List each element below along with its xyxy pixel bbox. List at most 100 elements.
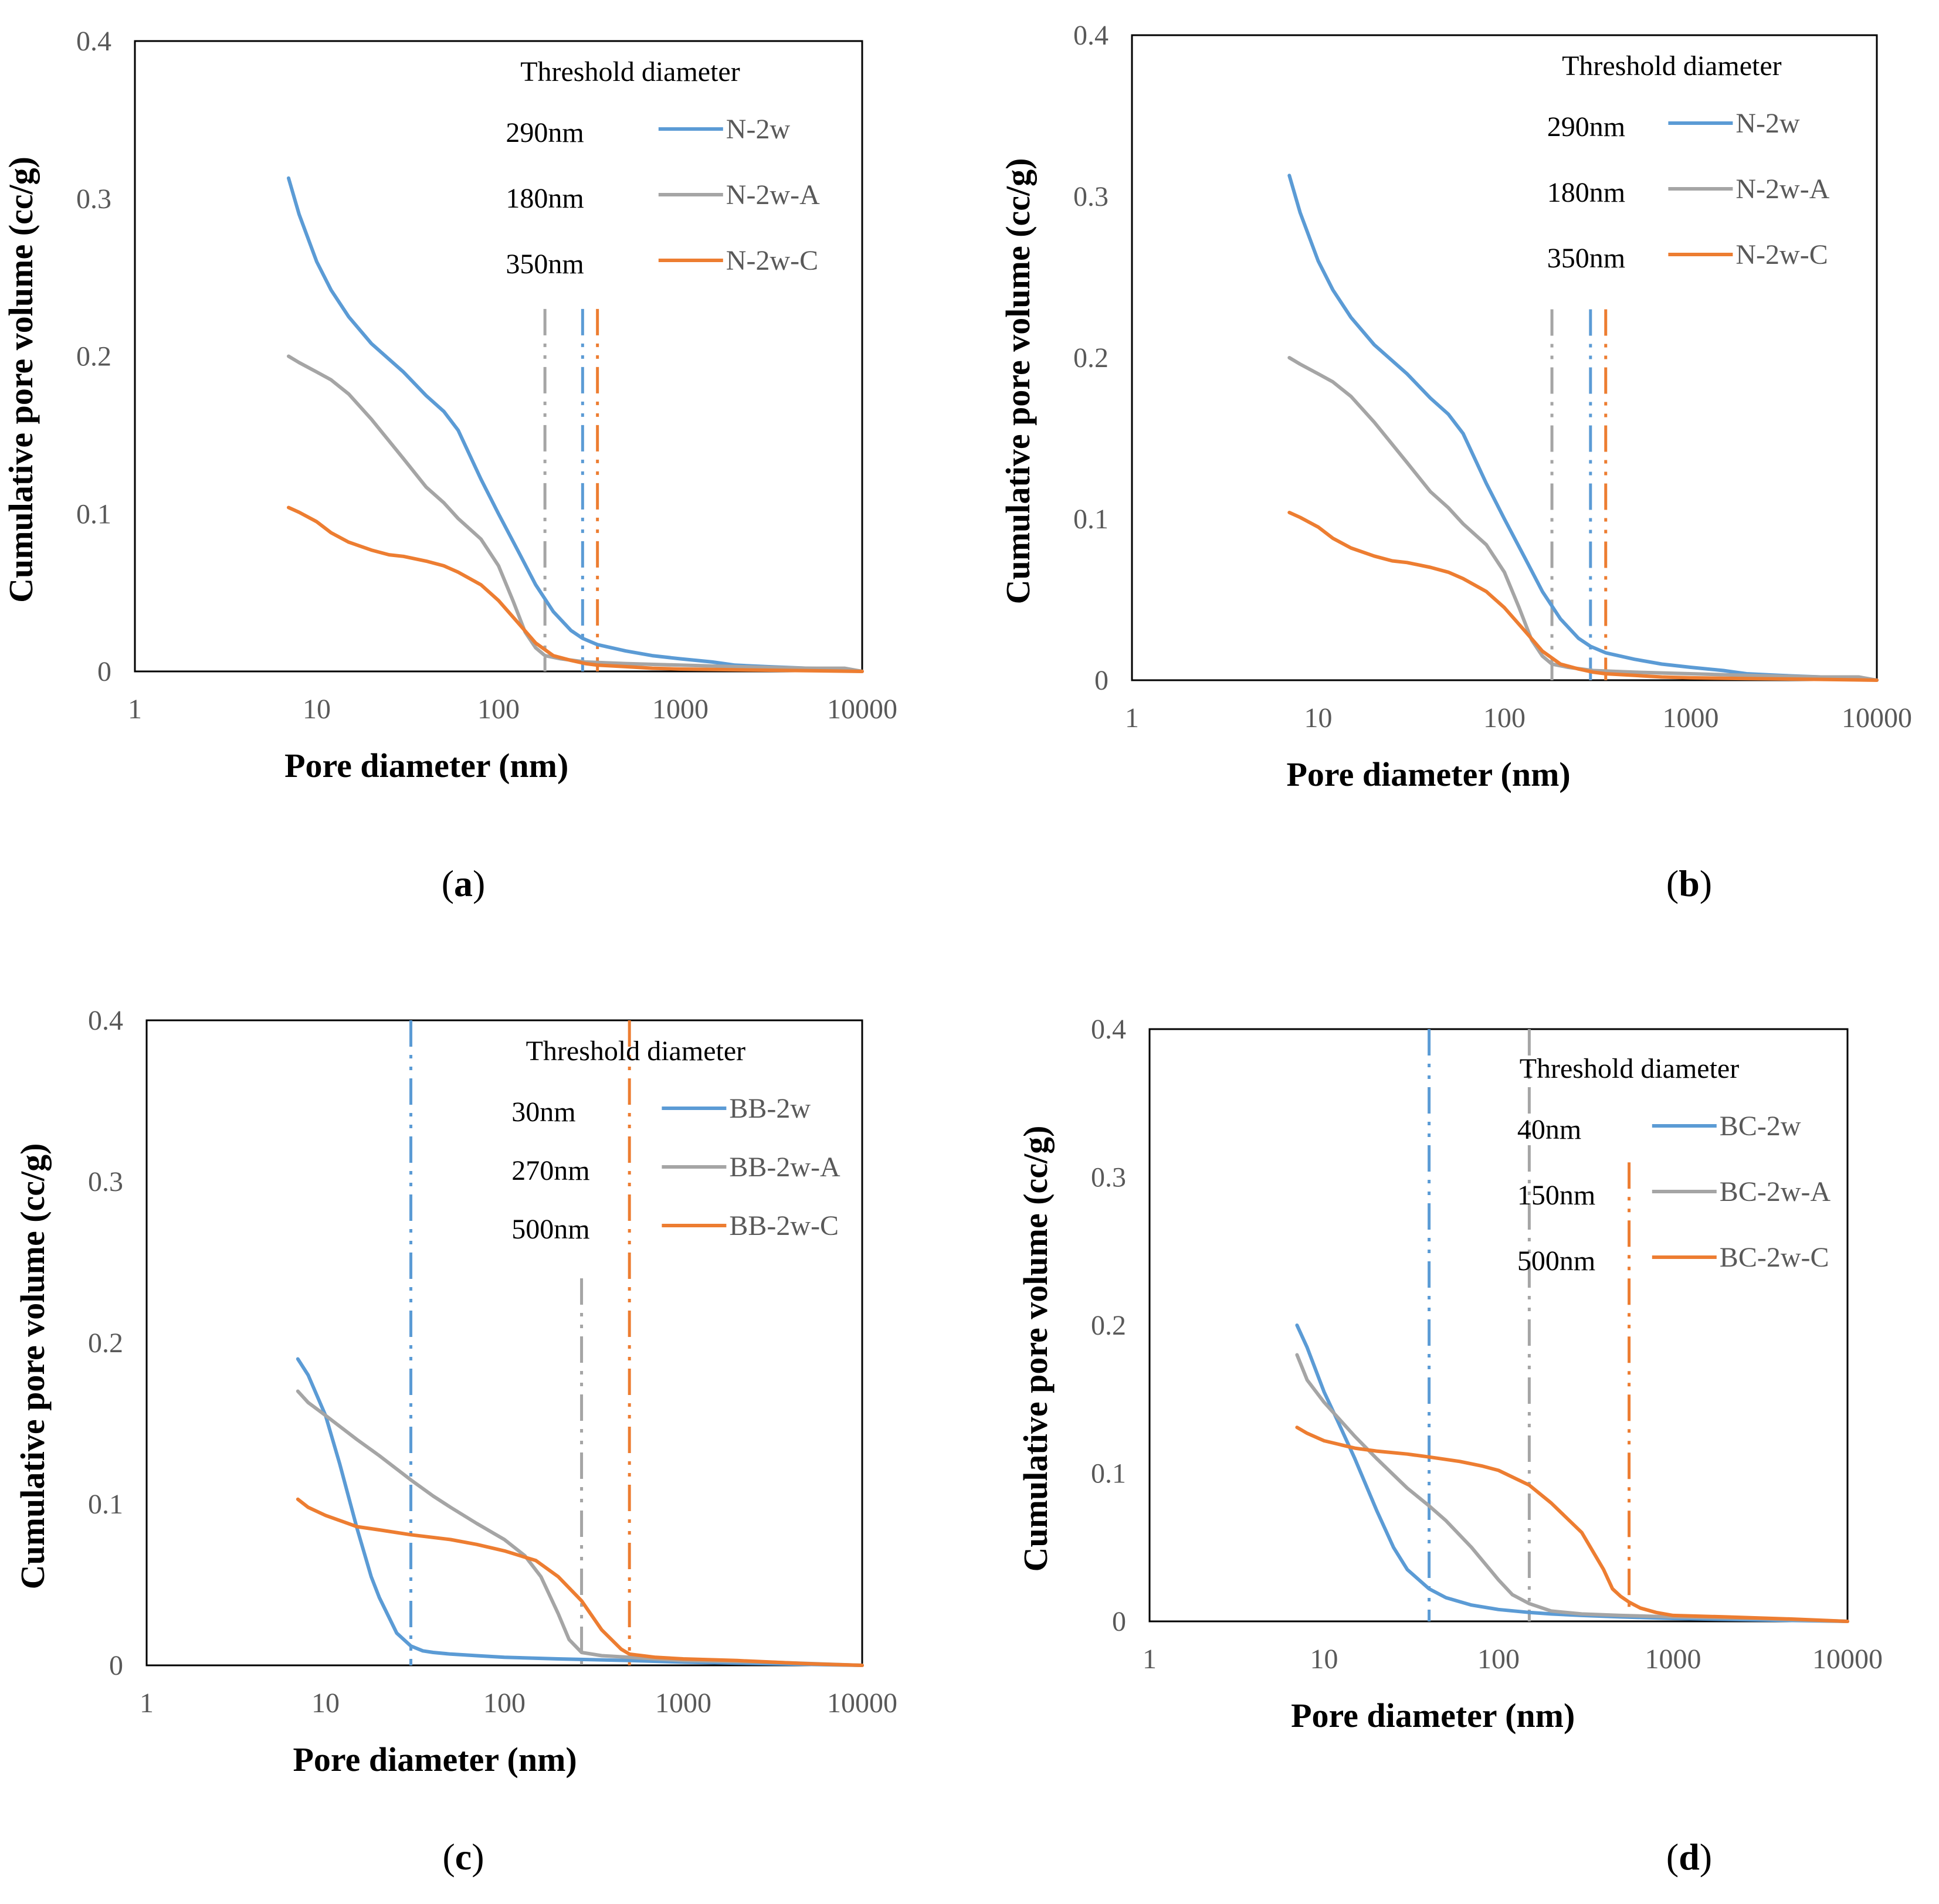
- threshold-label: 30nm: [511, 1097, 575, 1128]
- x-tick-label: 10000: [827, 694, 897, 725]
- x-tick-label: 1000: [655, 1688, 711, 1719]
- y-tick-label: 0.2: [1073, 342, 1109, 374]
- legend-entry: N-2w-A: [726, 179, 820, 211]
- x-tick-label: 10000: [1842, 702, 1912, 734]
- y-tick-label: 0.1: [1091, 1458, 1126, 1489]
- y-tick-label: 0.3: [76, 184, 111, 215]
- chart-d: 1 10 100 1000 10000 0 0.1 0.2 0.3 0.4 Pore diamete…: [1016, 1014, 1883, 1735]
- threshold-label: 350nm: [506, 249, 584, 280]
- y-tick-label: 0.2: [76, 341, 111, 372]
- series-line-n-2w: [287, 176, 864, 673]
- x-tick-label: 100: [477, 694, 520, 725]
- series-line-n-2w-a: [287, 354, 864, 673]
- caption-c: (c): [442, 1836, 484, 1878]
- plot-area-frame: [145, 1019, 863, 1667]
- threshold-label: 180nm: [1547, 177, 1625, 208]
- legend-entry: BC-2w-A: [1720, 1176, 1831, 1207]
- x-axis-label: Pore diameter (nm): [293, 1740, 577, 1779]
- y-tick-label: 0.1: [76, 498, 111, 530]
- caption-d: (d): [1666, 1836, 1713, 1878]
- x-axis-label: Pore diameter (nm): [1286, 755, 1570, 793]
- y-tick-label: 0.3: [1091, 1162, 1126, 1193]
- y-tick-label: 0.2: [88, 1328, 123, 1359]
- x-tick-label: 1: [1143, 1644, 1157, 1675]
- y-tick-label: 0.1: [1073, 504, 1109, 535]
- x-tick-label: 100: [483, 1688, 526, 1719]
- x-tick-label: 1: [128, 694, 142, 725]
- threshold-label: 290nm: [506, 117, 584, 148]
- legend-entry: BC-2w: [1720, 1111, 1801, 1142]
- plot-area-frame: [134, 40, 863, 673]
- legend-entry: BB-2w: [729, 1093, 811, 1124]
- y-tick-label: 0: [97, 656, 111, 687]
- y-tick-label: 0.4: [1073, 20, 1109, 51]
- plot-area-frame: [1148, 1028, 1849, 1623]
- series-line-n-2w: [1287, 174, 1879, 682]
- legend-entry: BC-2w-C: [1720, 1242, 1829, 1273]
- legend-title: Threshold diameter: [1562, 50, 1782, 82]
- series-line-bc-2w-c: [1295, 1426, 1849, 1623]
- series-line-bb-2w-a: [296, 1389, 864, 1667]
- y-tick-label: 0: [1094, 665, 1109, 696]
- series-line-n-2w-a: [1287, 356, 1879, 682]
- threshold-label: 180nm: [506, 183, 584, 214]
- chart-panel-c: 1 10 100 1000 10000 0 0.1 0.2 0.3 0.4 Pore diamete…: [0, 973, 938, 1900]
- series-line-n-2w-c: [287, 505, 864, 673]
- x-axis-label: Pore diameter (nm): [284, 746, 568, 785]
- x-tick-label: 100: [1483, 702, 1526, 734]
- x-tick-label: 10: [1304, 702, 1333, 734]
- threshold-label: 350nm: [1547, 243, 1625, 274]
- y-axis-label: Cumulative pore volume (cc/g): [2, 157, 40, 603]
- chart-a: 1 10 100 1000 10000 0 0.1 0.2 0.3 0.4 Pore diamete…: [2, 26, 897, 785]
- y-tick-label: 0.2: [1091, 1310, 1126, 1341]
- legend-entry: BB-2w-C: [729, 1210, 839, 1241]
- y-tick-label: 0.3: [88, 1166, 123, 1197]
- threshold-label: 500nm: [511, 1214, 589, 1245]
- caption-a: (a): [441, 863, 486, 904]
- threshold-label: 270nm: [511, 1155, 589, 1186]
- x-tick-label: 1: [1125, 702, 1139, 734]
- y-tick-label: 0.4: [88, 1005, 123, 1036]
- y-tick-label: 0: [1112, 1606, 1126, 1637]
- legend-entry: N-2w-C: [1735, 239, 1828, 270]
- x-tick-label: 10000: [1812, 1644, 1883, 1675]
- y-tick-label: 0.4: [1091, 1014, 1126, 1045]
- legend-entry: N-2w: [726, 114, 791, 145]
- chart-panel-a: 1 10 100 1000 10000 0 0.1 0.2 0.3 0.4 Pore diamete…: [0, 0, 938, 926]
- y-tick-label: 0.3: [1073, 181, 1109, 212]
- series-line-n-2w-c: [1287, 511, 1879, 682]
- legend-entry: N-2w: [1735, 108, 1800, 139]
- chart-c: 1 10 100 1000 10000 0 0.1 0.2 0.3 0.4 Pore diamete…: [13, 1005, 897, 1779]
- x-tick-label: 1000: [1663, 702, 1719, 734]
- legend-title: Threshold diameter: [526, 1036, 746, 1067]
- x-tick-label: 1: [140, 1688, 154, 1719]
- series-line-bc-2w: [1295, 1323, 1849, 1623]
- threshold-label: 40nm: [1517, 1114, 1581, 1145]
- y-axis-label: Cumulative pore volume (cc/g): [999, 158, 1037, 605]
- legend-title: Threshold diameter: [1520, 1053, 1740, 1084]
- series-line-bc-2w-a: [1295, 1353, 1849, 1623]
- x-tick-label: 10: [303, 694, 331, 725]
- x-tick-label: 10: [311, 1688, 340, 1719]
- legend-title: Threshold diameter: [520, 56, 740, 87]
- x-tick-label: 10000: [827, 1688, 897, 1719]
- x-tick-label: 100: [1477, 1644, 1520, 1675]
- legend-entry: N-2w-C: [726, 245, 818, 276]
- chart-b: 1 10 100 1000 10000 0 0.1 0.2 0.3 0.4 Pore diamete…: [999, 20, 1912, 793]
- legend-entry: N-2w-A: [1735, 174, 1829, 205]
- caption-b: (b): [1666, 863, 1713, 904]
- y-axis-label: Cumulative pore volume (cc/g): [1016, 1126, 1055, 1572]
- threshold-label: 290nm: [1547, 111, 1625, 142]
- plot-area-frame: [1131, 34, 1878, 681]
- y-axis-label: Cumulative pore volume (cc/g): [13, 1143, 52, 1590]
- x-tick-label: 10: [1310, 1644, 1338, 1675]
- chart-panel-d: 1 10 100 1000 10000 0 0.1 0.2 0.3 0.4 Pore diamete…: [985, 973, 1924, 1900]
- threshold-label: 500nm: [1517, 1245, 1595, 1277]
- y-tick-label: 0: [109, 1650, 123, 1681]
- series-line-bb-2w: [296, 1357, 864, 1667]
- x-tick-label: 1000: [1645, 1644, 1701, 1675]
- series-line-bb-2w-c: [296, 1497, 864, 1667]
- threshold-label: 150nm: [1517, 1180, 1595, 1211]
- x-axis-label: Pore diameter (nm): [1291, 1696, 1575, 1735]
- x-tick-label: 1000: [652, 694, 709, 725]
